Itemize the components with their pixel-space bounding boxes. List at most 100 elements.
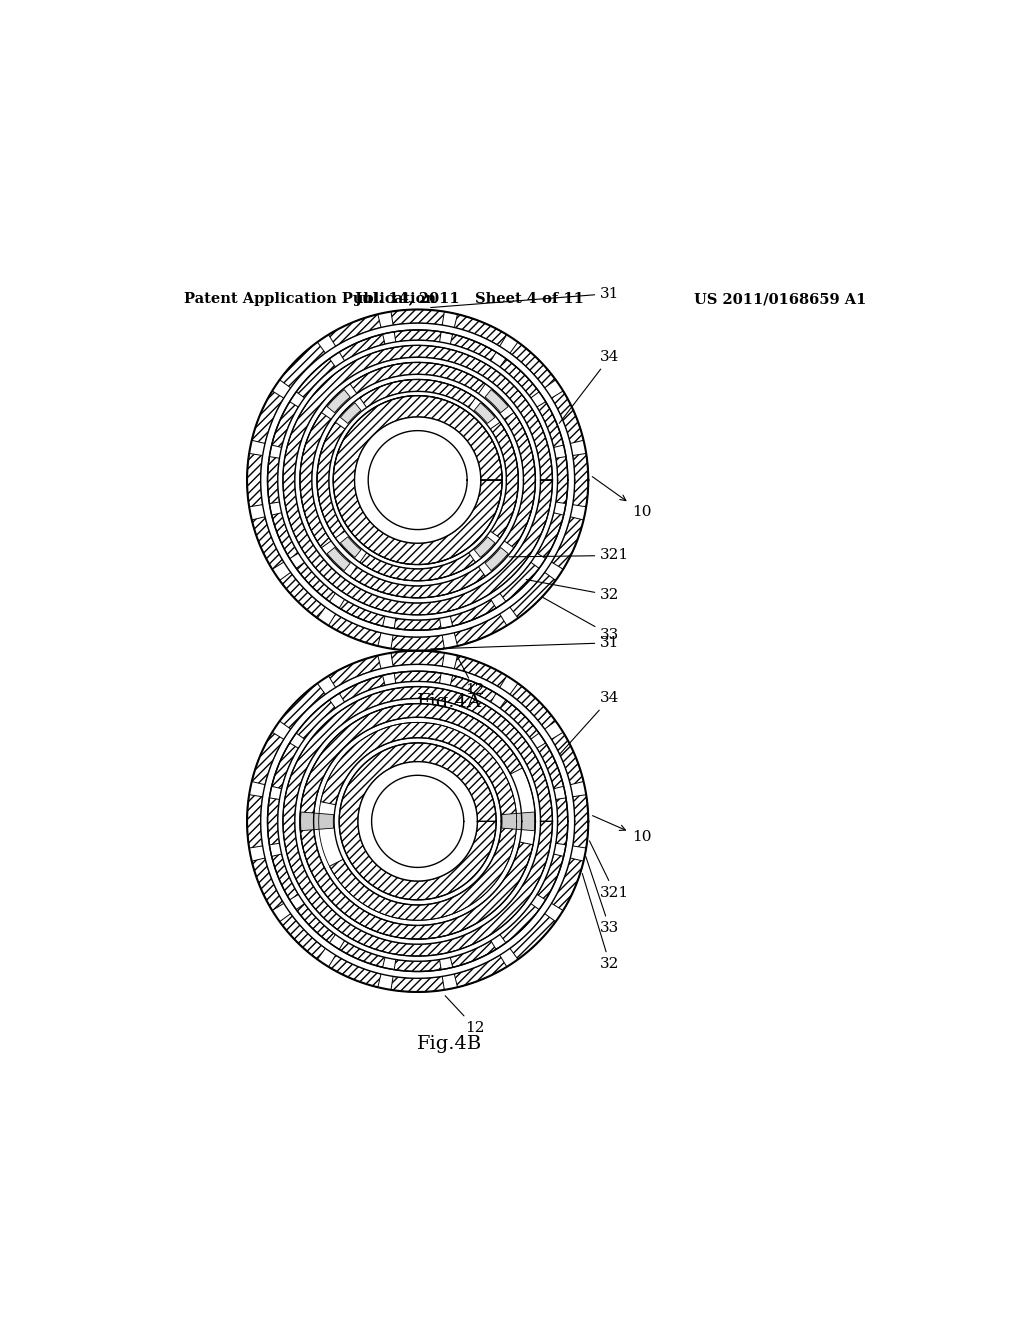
Polygon shape [485, 389, 508, 413]
Polygon shape [394, 330, 441, 342]
Polygon shape [328, 389, 350, 413]
Polygon shape [283, 686, 553, 956]
Text: 10: 10 [593, 816, 651, 845]
Polygon shape [339, 743, 497, 900]
Polygon shape [504, 412, 536, 548]
Text: US 2011/0168659 A1: US 2011/0168659 A1 [693, 292, 866, 306]
Polygon shape [510, 684, 556, 729]
Polygon shape [340, 537, 361, 557]
Polygon shape [455, 314, 507, 346]
Polygon shape [329, 314, 381, 346]
Polygon shape [252, 858, 284, 911]
Text: 12: 12 [457, 655, 484, 697]
Text: 10: 10 [592, 477, 651, 519]
Polygon shape [474, 403, 495, 424]
Polygon shape [556, 457, 568, 504]
Polygon shape [455, 956, 507, 987]
Polygon shape [552, 516, 584, 569]
Polygon shape [552, 733, 584, 784]
Polygon shape [502, 812, 535, 830]
Polygon shape [301, 812, 334, 830]
Polygon shape [485, 548, 508, 570]
Polygon shape [271, 401, 298, 447]
Polygon shape [391, 309, 444, 325]
Polygon shape [537, 854, 563, 900]
Polygon shape [391, 651, 444, 667]
Polygon shape [556, 797, 568, 845]
Polygon shape [295, 358, 541, 603]
Text: 31: 31 [431, 636, 620, 649]
Polygon shape [296, 700, 336, 739]
Polygon shape [394, 618, 441, 630]
Polygon shape [271, 743, 298, 788]
Polygon shape [296, 904, 336, 942]
Polygon shape [510, 573, 556, 618]
Polygon shape [451, 599, 496, 626]
Polygon shape [572, 453, 588, 507]
Polygon shape [339, 676, 385, 702]
Polygon shape [278, 341, 558, 620]
Text: 321: 321 [590, 841, 630, 900]
Polygon shape [500, 904, 540, 942]
Polygon shape [267, 797, 280, 845]
Circle shape [369, 430, 467, 529]
Circle shape [372, 775, 464, 867]
Polygon shape [328, 548, 350, 570]
Polygon shape [451, 676, 496, 702]
Polygon shape [537, 401, 563, 447]
Polygon shape [300, 704, 534, 939]
Polygon shape [280, 913, 326, 960]
Polygon shape [252, 391, 284, 444]
Text: Fig.4B: Fig.4B [417, 1035, 482, 1052]
Polygon shape [283, 346, 553, 615]
Polygon shape [350, 566, 485, 598]
Polygon shape [359, 553, 475, 581]
Polygon shape [474, 537, 495, 557]
Polygon shape [321, 722, 517, 920]
Polygon shape [247, 795, 262, 847]
Polygon shape [354, 417, 481, 544]
Polygon shape [260, 664, 574, 978]
Polygon shape [247, 453, 262, 507]
Polygon shape [455, 656, 507, 688]
Polygon shape [333, 396, 502, 565]
Polygon shape [334, 738, 502, 906]
Polygon shape [296, 359, 336, 397]
Text: 12: 12 [445, 995, 484, 1035]
Polygon shape [451, 334, 496, 360]
Polygon shape [339, 941, 385, 968]
Polygon shape [451, 941, 496, 968]
Polygon shape [267, 457, 280, 504]
Polygon shape [296, 562, 336, 602]
Text: 321: 321 [509, 549, 630, 562]
Text: 34: 34 [559, 350, 620, 424]
Polygon shape [252, 733, 284, 784]
Text: 32: 32 [583, 874, 620, 972]
Polygon shape [271, 854, 298, 900]
Polygon shape [350, 363, 485, 393]
Polygon shape [300, 412, 331, 548]
Polygon shape [313, 717, 522, 925]
Polygon shape [278, 681, 558, 961]
Polygon shape [394, 671, 441, 684]
Text: 31: 31 [431, 286, 620, 308]
Polygon shape [391, 635, 444, 651]
Polygon shape [260, 323, 574, 638]
Polygon shape [252, 516, 284, 569]
Polygon shape [500, 359, 540, 397]
Polygon shape [455, 614, 507, 645]
Polygon shape [357, 762, 477, 882]
Polygon shape [280, 342, 326, 388]
Text: 33: 33 [586, 857, 620, 936]
Polygon shape [537, 743, 563, 788]
Polygon shape [311, 374, 523, 586]
Polygon shape [500, 562, 540, 602]
Polygon shape [394, 960, 441, 972]
Polygon shape [340, 403, 361, 424]
Text: 32: 32 [526, 579, 620, 602]
Polygon shape [329, 391, 507, 569]
Polygon shape [391, 977, 444, 991]
Polygon shape [280, 684, 326, 729]
Polygon shape [329, 956, 381, 987]
Polygon shape [295, 698, 541, 944]
